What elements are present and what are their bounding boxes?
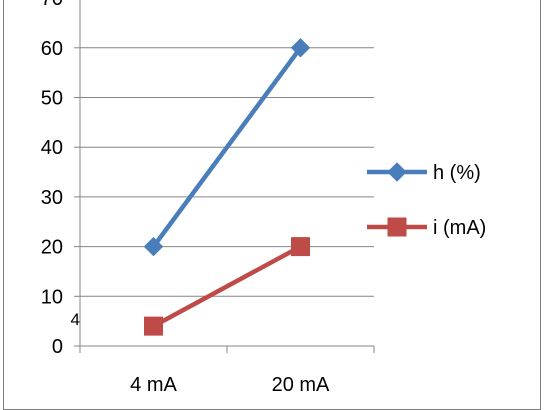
data-label-0: 4 — [71, 310, 80, 329]
legend: h (%) i (mA) — [367, 162, 486, 239]
y-tick-label-50: 50 — [41, 88, 63, 110]
y-tick-label-30: 30 — [41, 187, 63, 209]
y-tick-label-20: 20 — [41, 237, 63, 259]
x-tick-label-1: 20 mA — [272, 374, 330, 396]
y-tick-label-0: 0 — [52, 336, 63, 358]
legend-label-0: h (%) — [433, 162, 481, 184]
y-tick-label-10: 10 — [41, 286, 63, 308]
y-tick-label-60: 60 — [41, 38, 63, 60]
series-line-0 — [151, 46, 303, 248]
data-point-s0-1 — [290, 38, 311, 58]
series-line-1 — [152, 244, 302, 329]
legend-label-1: i (mA) — [433, 217, 486, 239]
data-point-s1-1 — [291, 237, 310, 257]
legend-marker-1 — [387, 217, 407, 237]
series — [143, 38, 311, 336]
x-tick-label-0: 4 mA — [130, 374, 177, 396]
data-point-s1-0 — [144, 316, 163, 336]
y-tick-label-40: 40 — [41, 137, 63, 159]
line-chart: 0 10 20 30 40 50 60 70 4 mA 20 mA h (%) i (mA) 4 — [41, 0, 486, 396]
y-tick-label-70: 70 — [41, 0, 63, 10]
axes: 0 10 20 30 40 50 60 70 4 mA 20 mA — [41, 0, 375, 396]
legend-marker-0 — [387, 162, 407, 182]
annotations: 4 — [71, 310, 80, 329]
data-point-s0-0 — [143, 236, 164, 257]
